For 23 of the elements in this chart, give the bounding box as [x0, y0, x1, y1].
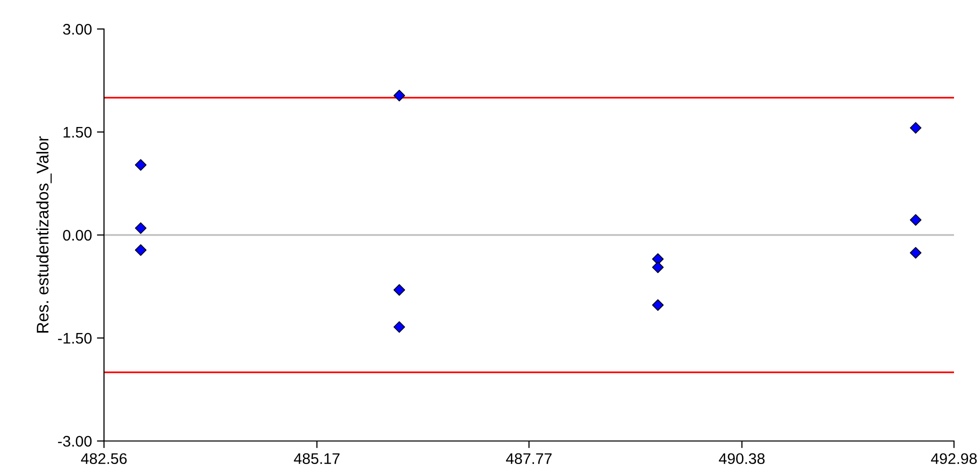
y-axis-title: Res. estudentizados_Valor: [36, 136, 52, 333]
y-tick-label: -1.50: [58, 332, 92, 344]
x-tick-label: 490.38: [718, 453, 765, 464]
point: [910, 122, 922, 134]
point: [652, 261, 664, 274]
point: [394, 284, 406, 296]
x-tick-label: 482.56: [80, 453, 127, 464]
point: [134, 159, 147, 171]
y-tick-label: 0.00: [63, 230, 92, 241]
point: [394, 321, 406, 333]
x-tick-label: 492.98: [930, 453, 977, 464]
point: [134, 244, 147, 256]
x-tick-label: 487.77: [506, 453, 552, 464]
y-tick-label: 3.00: [63, 24, 92, 35]
point: [910, 247, 922, 259]
y-tick-label: -3.00: [58, 436, 92, 447]
point: [134, 222, 147, 234]
x-tick-label: 485.17: [294, 453, 340, 464]
point: [910, 214, 922, 226]
y-tick-label: 1.50: [64, 126, 92, 138]
point: [652, 253, 664, 265]
point: [652, 299, 664, 311]
point: [394, 90, 406, 102]
